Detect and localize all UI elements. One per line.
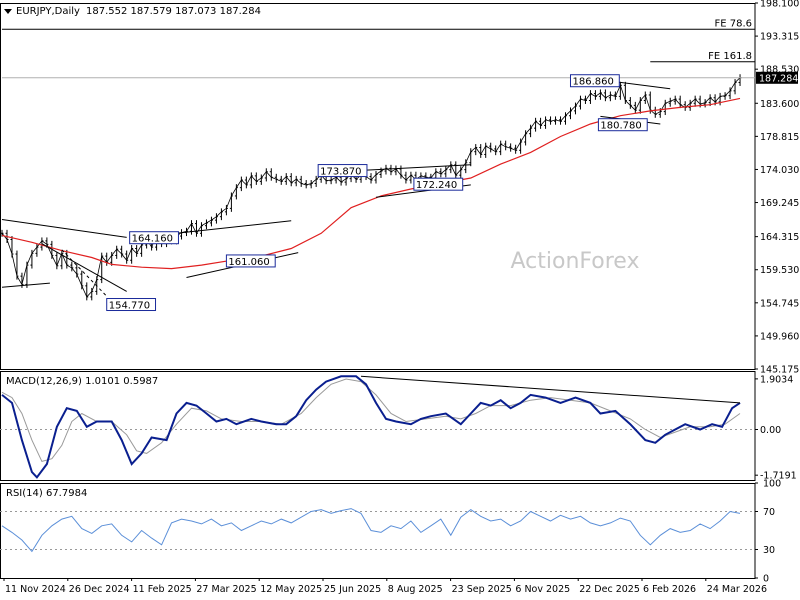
y-tick-label: 174.030 (760, 165, 799, 176)
price-annotation-label: 161.060 (228, 257, 269, 268)
macd-panel (0, 375, 755, 479)
y-tick-label: 30 (763, 545, 775, 556)
trendline (1, 219, 127, 238)
price-annotation-box (317, 164, 368, 178)
price-annotation-box (597, 118, 648, 132)
panel-frames (0, 3, 756, 579)
x-tick-label: 26 Dec 2024 (69, 584, 130, 595)
x-tick-label: 11 Feb 2025 (133, 584, 192, 595)
macd-trendline (360, 375, 741, 404)
trendline (610, 80, 671, 90)
y-tick-label: 169.245 (760, 198, 799, 209)
x-tick-label: 24 Mar 2026 (707, 584, 767, 595)
x-tick-label: 11 Nov 2024 (5, 584, 66, 595)
trendline (360, 164, 471, 171)
symbol-label: EURJPY,Daily (16, 6, 80, 17)
price-annotation-label: 164.160 (132, 234, 173, 245)
x-tick-label: 22 Dec 2025 (579, 584, 640, 595)
rsi-title: RSI(14) 67.7984 (6, 488, 87, 499)
panel-frame (0, 3, 756, 370)
ohlc-label: 187.552 187.579 187.073 187.284 (86, 6, 261, 17)
rsi-panel (0, 508, 755, 553)
x-tick-label: 25 Jun 2025 (324, 584, 381, 595)
y-tick-label: 145.175 (760, 365, 799, 376)
y-tick-label: 178.815 (760, 132, 799, 143)
trendline (41, 243, 127, 292)
y-tick-label: 0.00 (760, 425, 781, 436)
x-tick-label: 8 Aug 2025 (388, 584, 443, 595)
y-tick-label: 183.600 (760, 99, 799, 110)
axes-layer: 198.100 193.315 188.530 183.600 178.815 174.0… (3, 0, 799, 595)
trendline (176, 220, 292, 234)
y-tick-label: 154.745 (760, 298, 799, 309)
y-tick-label: 100 (763, 479, 781, 490)
price-annotation-label: 172.240 (416, 180, 457, 191)
price-annotation-label: 154.770 (109, 301, 150, 312)
y-tick-label: 164.315 (760, 232, 799, 243)
watermark: ActionForex (511, 249, 640, 274)
y-tick-label: 0 (763, 574, 769, 585)
y-tick-label: 70 (763, 507, 775, 518)
y-tick-label: -1.7191 (760, 471, 797, 482)
y-tick-label: 193.315 (760, 32, 799, 43)
macd-line (1, 375, 741, 479)
panel-frame (0, 483, 756, 579)
price-panel: FE 78.6 FE 161.8 164.160 161.060 154.770 173.… (0, 18, 755, 312)
macd-title: MACD(12,26,9) 1.0101 0.5987 (6, 376, 158, 387)
price-annotation-label: 186.860 (572, 77, 613, 88)
price-annotation-box (106, 298, 157, 312)
price-annotation-box (225, 254, 276, 268)
price-annotation-box (413, 177, 464, 191)
current-price-badge (756, 71, 798, 84)
y-tick-label: 188.530 (760, 65, 799, 76)
price-annotation-label: 173.870 (320, 167, 361, 178)
price-series-line (1, 77, 741, 298)
price-annotation-box (569, 74, 620, 88)
trendline (1, 282, 50, 288)
fib-level-label: FE 78.6 (714, 18, 752, 29)
y-tick-label: 1.9034 (760, 374, 793, 385)
panel-frame (0, 371, 756, 481)
rsi-line (1, 508, 741, 553)
y-tick-label: 149.960 (760, 331, 799, 342)
fib-level-label: FE 161.8 (708, 51, 752, 62)
x-tick-label: 6 Feb 2026 (643, 584, 696, 595)
x-tick-label: 23 Sep 2025 (452, 584, 512, 595)
moving-average-line (1, 97, 741, 270)
x-tick-label: 6 Nov 2025 (515, 584, 570, 595)
y-tick-label: 159.530 (760, 265, 799, 276)
price-annotation-box (129, 231, 179, 245)
price-annotation-label: 180.780 (600, 121, 641, 132)
trendline (61, 249, 108, 297)
x-tick-label: 27 Mar 2025 (196, 584, 256, 595)
y-tick-label: 198.100 (760, 0, 799, 10)
x-tick-label: 12 May 2025 (260, 584, 322, 595)
dropdown-triangle-icon[interactable] (4, 9, 12, 14)
current-price-label: 187.284 (759, 73, 798, 84)
